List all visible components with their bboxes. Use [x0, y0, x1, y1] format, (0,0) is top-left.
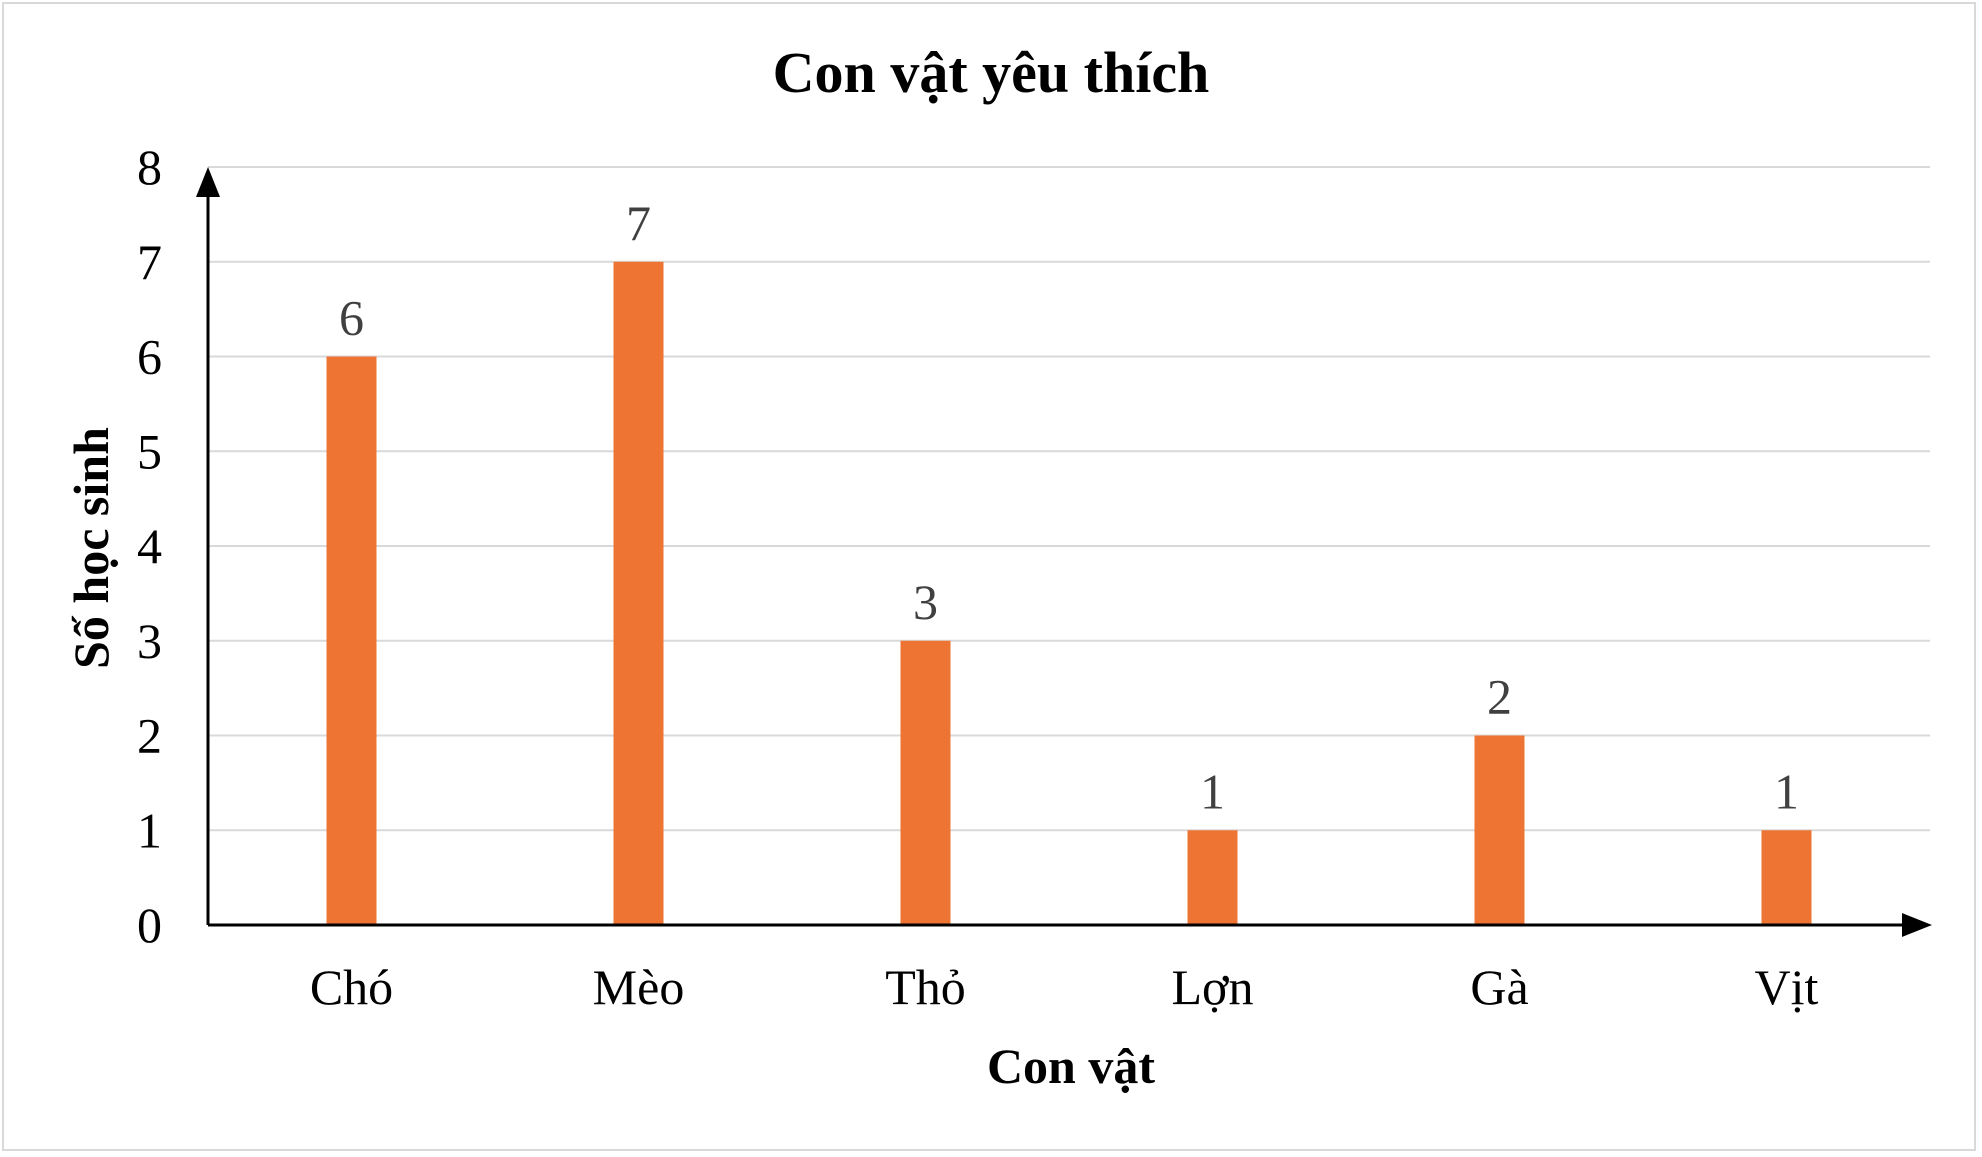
data-label: 1 [1200, 763, 1225, 819]
y-axis-arrow-icon [196, 167, 220, 197]
y-tick-label: 8 [137, 139, 162, 195]
y-tick-label: 3 [137, 613, 162, 669]
bar [1474, 735, 1525, 925]
y-tick-label: 7 [137, 234, 162, 290]
axes [196, 167, 1932, 937]
x-category-labels: Chó Mèo Thỏ Lợn Gà Vịt [310, 959, 1819, 1015]
data-label: 6 [339, 290, 364, 346]
x-category-label: Chó [310, 959, 393, 1015]
bar [1187, 830, 1238, 925]
data-labels: 6 7 3 1 2 1 [339, 195, 1799, 820]
y-axis-title: Số học sinh [63, 427, 119, 669]
data-label: 3 [913, 574, 938, 630]
y-tick-label: 6 [137, 329, 162, 385]
bar [900, 640, 951, 925]
x-category-label: Gà [1470, 959, 1528, 1015]
bar [1761, 830, 1812, 925]
data-label: 2 [1487, 669, 1512, 725]
gridlines [208, 166, 1930, 832]
x-axis-title: Con vật [987, 1038, 1155, 1094]
x-category-label: Mèo [593, 959, 685, 1015]
bar [613, 261, 664, 925]
data-label: 1 [1774, 763, 1799, 819]
y-tick-label: 2 [137, 708, 162, 764]
y-tick-label: 4 [137, 518, 162, 574]
x-category-label: Thỏ [885, 959, 966, 1015]
data-label: 7 [626, 195, 651, 251]
bars [326, 261, 1812, 925]
y-tick-labels: 0 1 2 3 4 5 6 7 8 [137, 139, 162, 953]
x-category-label: Lợn [1172, 959, 1254, 1015]
x-category-label: Vịt [1755, 959, 1819, 1015]
y-tick-label: 0 [137, 897, 162, 953]
y-tick-label: 5 [137, 423, 162, 479]
bar [326, 356, 377, 925]
chart-title: Con vật yêu thích [773, 40, 1210, 105]
y-tick-label: 1 [137, 802, 162, 858]
x-axis-arrow-icon [1902, 913, 1932, 937]
